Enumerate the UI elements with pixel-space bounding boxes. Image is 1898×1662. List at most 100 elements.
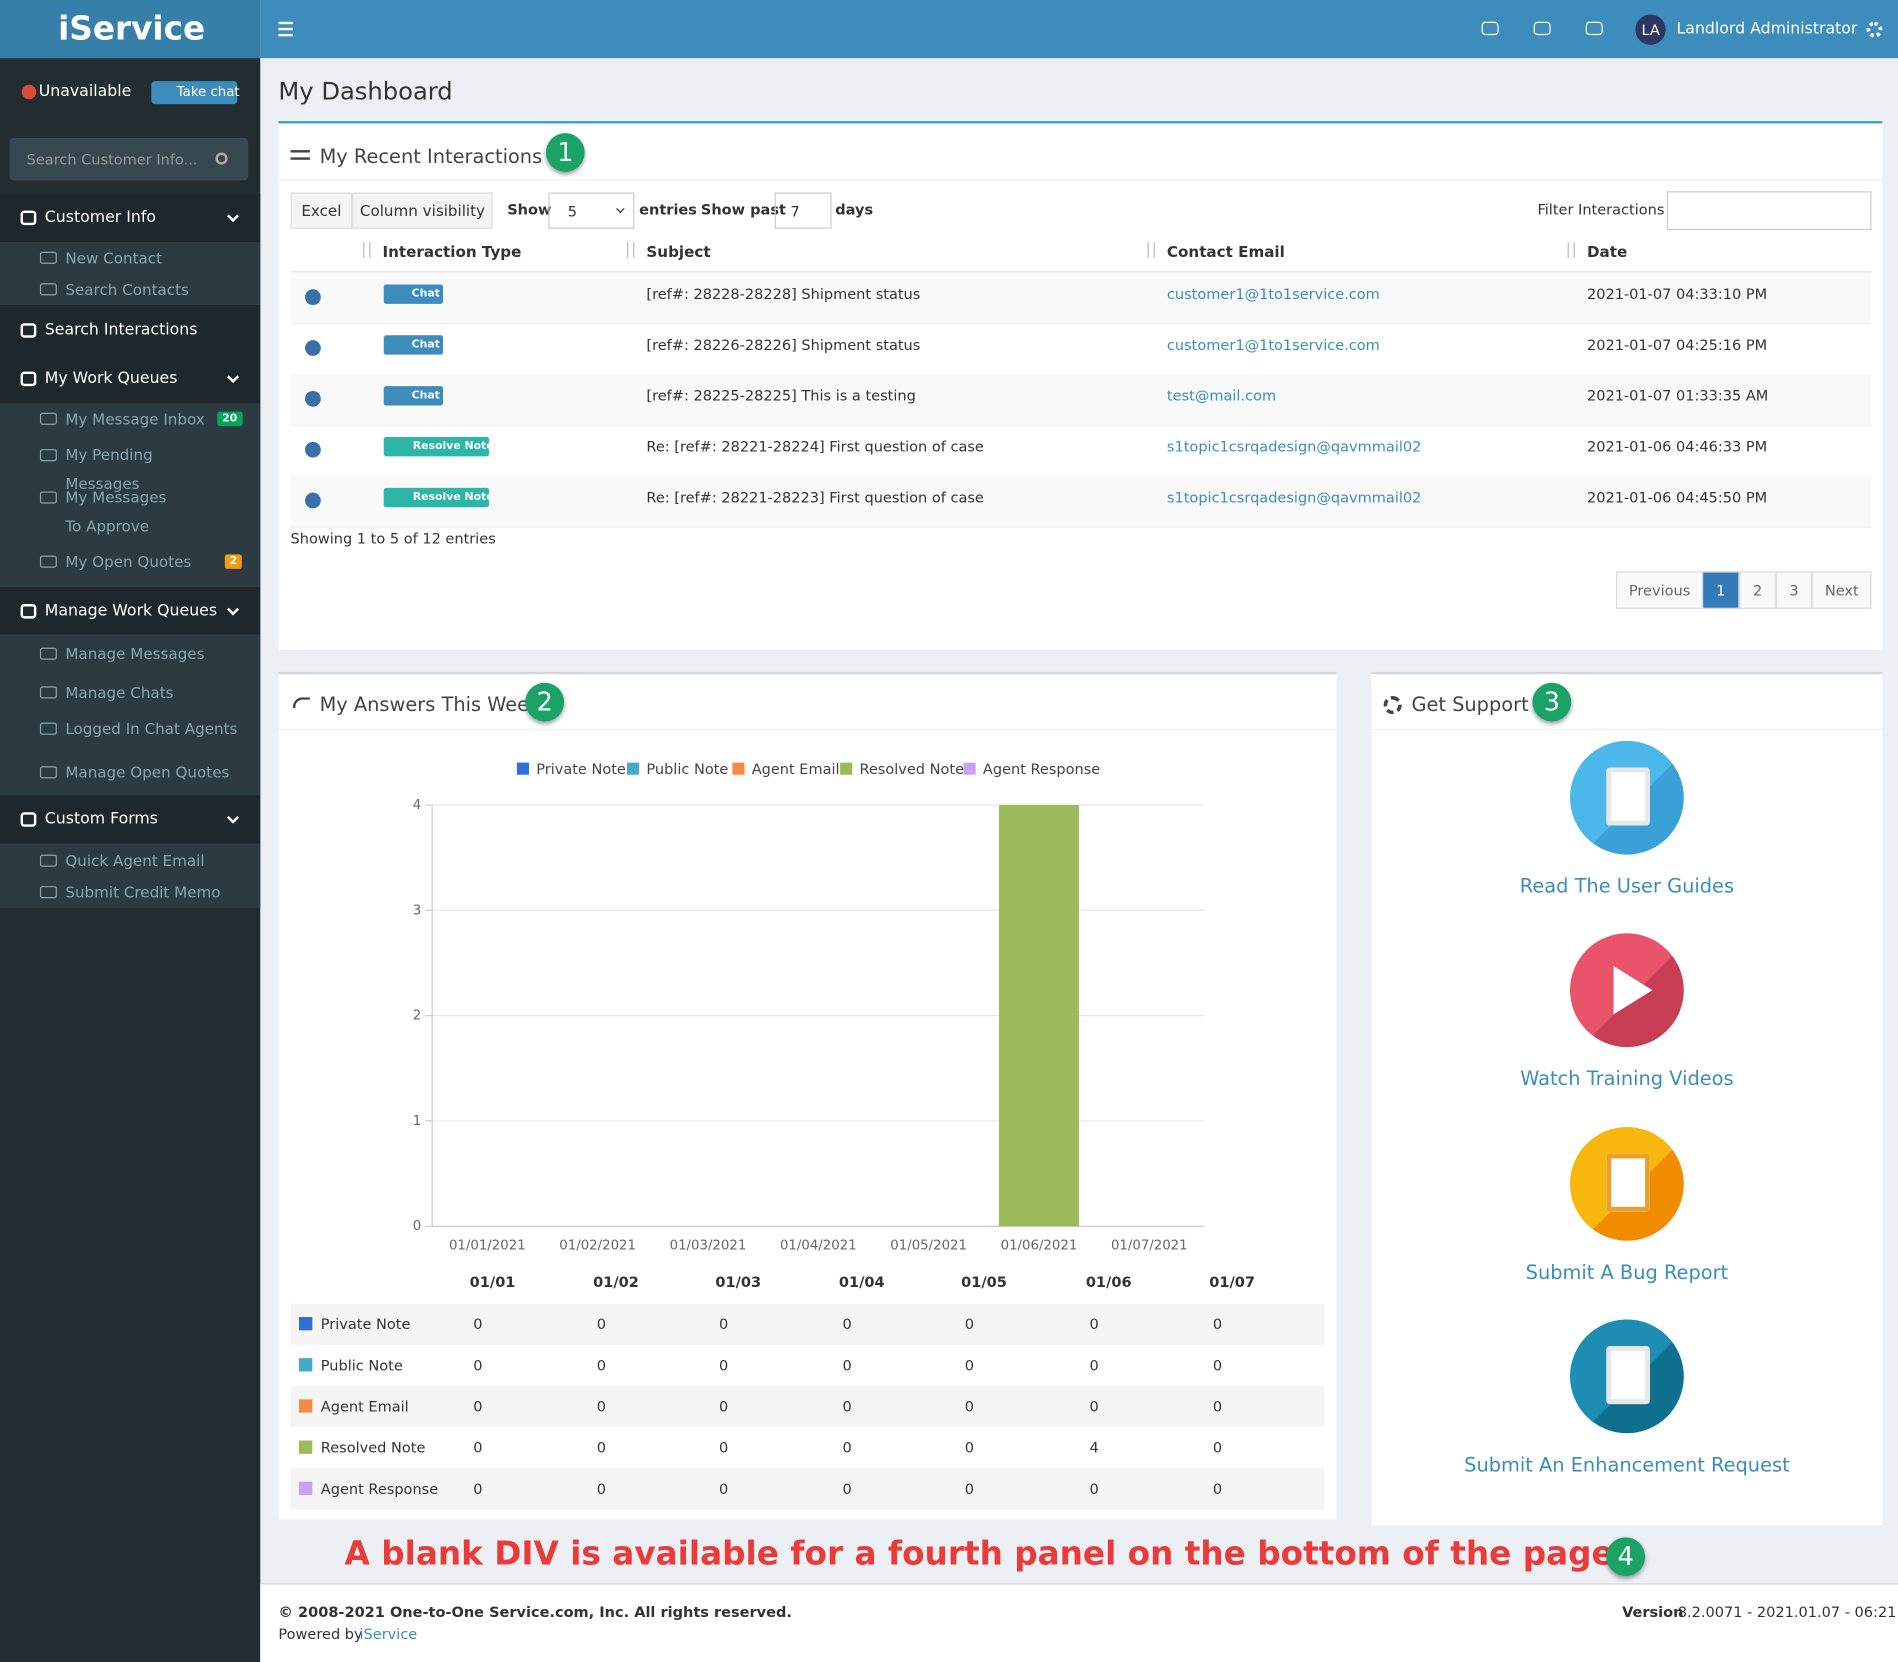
section-header[interactable] bbox=[0, 193, 261, 243]
expand-button[interactable] bbox=[305, 390, 321, 407]
section-header[interactable] bbox=[0, 354, 261, 404]
panel-title: My Recent Interactions bbox=[319, 144, 543, 168]
menu-item[interactable]: Logged In Chat Agents bbox=[65, 719, 238, 738]
date: 2021-01-07 04:25:16 PM bbox=[1586, 336, 1768, 354]
contact-email[interactable]: s1topic1csrqadesign@qavmmail02 bbox=[1166, 489, 1422, 506]
page-button[interactable] bbox=[1775, 571, 1813, 609]
page-button[interactable] bbox=[1701, 571, 1740, 609]
table-value: 0 bbox=[1212, 1398, 1223, 1416]
take-chat[interactable]: Take chat bbox=[176, 84, 240, 100]
section-title[interactable]: My Work Queues bbox=[44, 369, 178, 388]
subject[interactable]: Re: [ref#: 28221-28223] First question o… bbox=[646, 489, 984, 506]
take-chat-btn[interactable] bbox=[151, 81, 238, 105]
table-button[interactable] bbox=[290, 192, 353, 229]
column-header[interactable]: Date bbox=[1586, 242, 1628, 261]
menu-item[interactable]: Manage Messages bbox=[65, 644, 205, 663]
contact-email[interactable]: customer1@1to1service.com bbox=[1166, 336, 1380, 354]
page-length-select[interactable] bbox=[548, 192, 635, 229]
row-stripe bbox=[290, 475, 1872, 527]
section-header[interactable] bbox=[0, 305, 261, 355]
subject[interactable]: [ref#: 28228-28228] Shipment status bbox=[646, 285, 921, 303]
menu-item[interactable]: Manage Chats bbox=[65, 683, 174, 702]
table-button-label[interactable]: Excel bbox=[301, 201, 342, 220]
powered-link[interactable]: iService bbox=[359, 1625, 418, 1643]
sidebar-search[interactable] bbox=[9, 137, 249, 181]
support-link[interactable]: Submit An Enhancement Request bbox=[1464, 1453, 1790, 1477]
table-value: 0 bbox=[1089, 1356, 1099, 1374]
section-title[interactable]: Custom Forms bbox=[44, 810, 158, 829]
section-header[interactable] bbox=[0, 795, 261, 844]
table-value: 0 bbox=[473, 1439, 483, 1457]
page-button[interactable] bbox=[1739, 571, 1776, 609]
column-header[interactable]: Contact Email bbox=[1166, 242, 1285, 261]
page-button-label[interactable]: Previous bbox=[1628, 582, 1691, 600]
table-value: 0 bbox=[1212, 1480, 1223, 1498]
page-button-label[interactable]: Next bbox=[1824, 582, 1859, 600]
expand-button[interactable] bbox=[305, 340, 321, 356]
page-button[interactable] bbox=[1616, 571, 1704, 609]
step-marker: 3 bbox=[1532, 682, 1572, 722]
subject[interactable]: [ref#: 28226-28226] Shipment status bbox=[646, 336, 921, 354]
interaction-type: Chat bbox=[411, 338, 440, 352]
page-button-label[interactable]: 1 bbox=[1716, 582, 1726, 600]
filter-input[interactable] bbox=[1666, 191, 1872, 230]
panel-title: Get Support bbox=[1411, 693, 1529, 717]
sort-icon bbox=[1147, 242, 1155, 258]
menu-item[interactable]: My Pending Messages bbox=[65, 445, 153, 493]
page-button[interactable] bbox=[1812, 571, 1872, 609]
expand-button[interactable] bbox=[305, 441, 321, 458]
column-header[interactable]: Subject bbox=[646, 242, 711, 261]
menu-item[interactable]: My Open Quotes bbox=[65, 552, 192, 571]
legend-swatch bbox=[840, 762, 853, 775]
section-title[interactable]: Manage Work Queues bbox=[44, 601, 218, 620]
support-link[interactable]: Submit A Bug Report bbox=[1525, 1260, 1729, 1284]
table-button[interactable] bbox=[352, 192, 493, 229]
expand-button[interactable] bbox=[305, 492, 321, 509]
menu-item[interactable]: Search Contacts bbox=[65, 280, 189, 299]
table-value: 0 bbox=[964, 1480, 975, 1498]
menu-toggle-mid bbox=[278, 27, 293, 31]
subject[interactable]: [ref#: 28225-28225] This is a testing bbox=[646, 387, 916, 405]
days-value[interactable]: 7 bbox=[790, 203, 800, 221]
page-length[interactable]: 5 bbox=[567, 203, 577, 221]
header-icon[interactable] bbox=[1481, 21, 1499, 36]
table-button-label[interactable]: Column visibility bbox=[359, 201, 486, 220]
menu-item[interactable]: New Contact bbox=[65, 248, 163, 267]
section-header[interactable] bbox=[0, 587, 261, 635]
settings-icon[interactable] bbox=[1866, 21, 1883, 38]
menu-item[interactable]: Quick Agent Email bbox=[65, 851, 205, 870]
section-title[interactable]: Customer Info bbox=[44, 208, 157, 227]
contact-email[interactable]: test@mail.com bbox=[1166, 387, 1277, 405]
header-icon[interactable] bbox=[1533, 21, 1551, 36]
table-value: 4 bbox=[1089, 1439, 1099, 1457]
type-badge bbox=[383, 284, 444, 304]
show-past-label: Show past bbox=[700, 200, 786, 218]
menu-badge: 20 bbox=[217, 411, 243, 427]
table-value: 0 bbox=[964, 1315, 975, 1333]
menu-item[interactable]: My Messages To Approve bbox=[65, 487, 167, 536]
user-name[interactable]: Landlord Administrator bbox=[1676, 19, 1858, 39]
page-button-label[interactable]: 3 bbox=[1789, 582, 1799, 600]
menu-icon bbox=[39, 283, 57, 296]
subject[interactable]: Re: [ref#: 28221-28224] First question o… bbox=[646, 438, 984, 456]
contact-email[interactable]: customer1@1to1service.com bbox=[1166, 285, 1380, 303]
support-link[interactable]: Watch Training Videos bbox=[1520, 1067, 1734, 1091]
menu-item[interactable]: My Message Inbox bbox=[65, 409, 205, 428]
menu-item[interactable]: Manage Open Quotes bbox=[65, 763, 230, 782]
menu-toggle[interactable] bbox=[278, 21, 293, 37]
menu-item[interactable]: Submit Credit Memo bbox=[65, 883, 221, 902]
page-button-label[interactable]: 2 bbox=[1753, 582, 1763, 600]
table-value: 0 bbox=[473, 1398, 483, 1416]
row-stripe bbox=[290, 272, 1872, 324]
header-icon[interactable] bbox=[1585, 21, 1603, 36]
section-title[interactable]: Search Interactions bbox=[44, 320, 198, 339]
row-rule bbox=[290, 323, 1872, 325]
y-tick-label: 3 bbox=[413, 903, 421, 918]
contact-email[interactable]: s1topic1csrqadesign@qavmmail02 bbox=[1166, 438, 1422, 456]
expand-button[interactable] bbox=[305, 289, 321, 306]
days-input[interactable] bbox=[774, 192, 832, 229]
column-header[interactable]: Interaction Type bbox=[382, 242, 522, 261]
support-link[interactable]: Read The User Guides bbox=[1519, 874, 1735, 898]
table-value: 0 bbox=[473, 1356, 483, 1374]
